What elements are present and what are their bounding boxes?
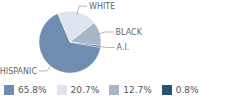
- svg-text:HISPANIC: HISPANIC: [0, 67, 37, 76]
- html-text:65.8%: 65.8%: [18, 85, 47, 95]
- html-text:20.7%: 20.7%: [70, 85, 100, 95]
- html-text:0.8%: 0.8%: [175, 85, 199, 95]
- svg-text:A.I.: A.I.: [117, 43, 130, 52]
- html-text:12.7%: 12.7%: [123, 85, 152, 95]
- svg-text:BLACK: BLACK: [116, 28, 143, 37]
- svg-text:WHITE: WHITE: [89, 2, 115, 11]
